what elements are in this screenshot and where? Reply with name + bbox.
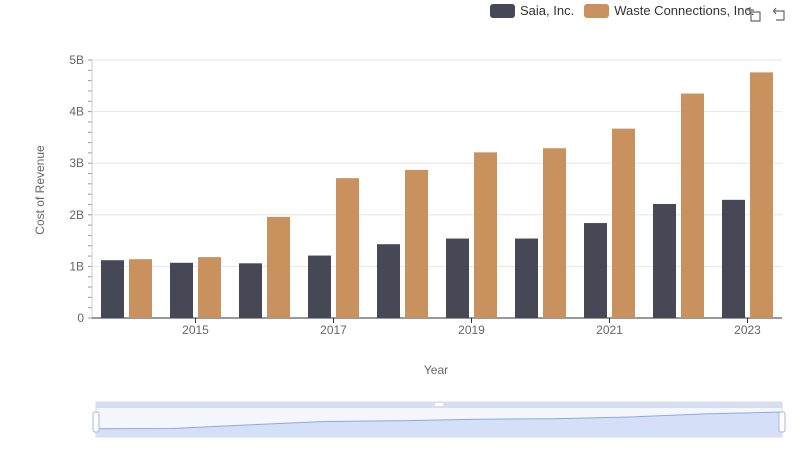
bar-saia-2018 bbox=[377, 244, 400, 318]
bar-saia-2022 bbox=[653, 203, 676, 318]
x-axis-label: Year bbox=[423, 363, 449, 377]
bar-saia-2017 bbox=[308, 255, 331, 318]
bar-waste-connections-2021 bbox=[612, 128, 635, 318]
datazoom-grip bbox=[435, 403, 443, 406]
bar-waste-connections-2019 bbox=[474, 152, 497, 318]
bar-waste-connections-2020 bbox=[543, 148, 566, 318]
datazoom-area bbox=[96, 412, 782, 437]
legend-label-saia: Saia, Inc. bbox=[520, 3, 575, 18]
bar-waste-connections-2023 bbox=[750, 72, 773, 318]
y-tick-label: 1B bbox=[69, 259, 84, 273]
y-tick-label: 2B bbox=[69, 208, 84, 222]
x-tick-label: 2023 bbox=[734, 323, 761, 337]
datazoom-line bbox=[95, 411, 783, 430]
bar-saia-2016 bbox=[239, 263, 262, 318]
y-tick-label: 3B bbox=[69, 156, 84, 170]
x-tick-label: 2019 bbox=[458, 323, 485, 337]
legend-swatch-waste-connections bbox=[584, 3, 610, 18]
x-tick-label: 2017 bbox=[320, 323, 347, 337]
y-tick-label: 5B bbox=[69, 53, 84, 67]
legend: Saia, Inc. Waste Connections, Inc. bbox=[490, 3, 765, 18]
bar-saia-2023 bbox=[722, 199, 745, 318]
bar-waste-connections-2017 bbox=[336, 178, 359, 318]
legend-swatch-saia bbox=[490, 3, 515, 18]
bar-saia-2020 bbox=[515, 238, 538, 318]
y-tick-label: 0 bbox=[77, 311, 84, 325]
legend-label-waste-connections: Waste Connections, Inc. bbox=[614, 3, 755, 18]
bar-saia-2014 bbox=[101, 260, 124, 318]
bar-waste-connections-2015 bbox=[198, 257, 221, 318]
bar-saia-2021 bbox=[584, 223, 607, 318]
zoom-icon[interactable] bbox=[746, 6, 762, 22]
bar-waste-connections-2022 bbox=[681, 93, 704, 318]
bar-saia-2015 bbox=[170, 262, 193, 318]
x-tick-label: 2015 bbox=[182, 323, 209, 337]
x-tick-label: 2021 bbox=[596, 323, 623, 337]
datazoom-handle-left[interactable] bbox=[92, 411, 100, 433]
bar-waste-connections-2018 bbox=[405, 169, 428, 318]
legend-item-waste-connections[interactable]: Waste Connections, Inc. bbox=[584, 3, 755, 18]
bar-waste-connections-2016 bbox=[267, 216, 290, 318]
reset-zoom-icon[interactable] bbox=[772, 6, 788, 22]
y-tick-label: 4B bbox=[69, 105, 84, 119]
legend-item-saia[interactable]: Saia, Inc. bbox=[490, 3, 574, 18]
bar-waste-connections-2014 bbox=[129, 259, 152, 318]
datazoom-handle-right[interactable] bbox=[778, 411, 786, 433]
bar-saia-2019 bbox=[446, 238, 469, 318]
